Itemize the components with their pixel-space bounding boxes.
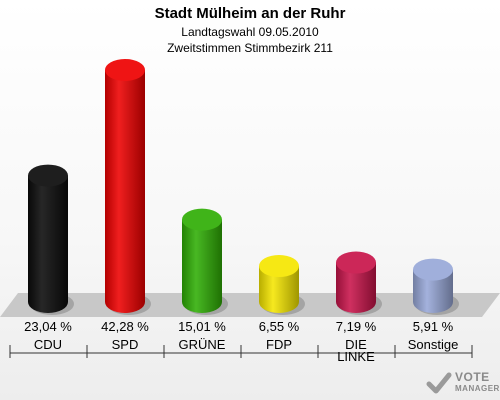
category-label-die-linke-line2: LINKE	[337, 349, 375, 364]
category-label-cdu: CDU	[34, 337, 62, 352]
bar-cdu	[28, 164, 74, 315]
bar-top	[182, 208, 222, 231]
value-label-grüne: 15,01 %	[178, 319, 226, 334]
chart-subtitle-election: Landtagswahl 09.05.2010	[181, 25, 319, 39]
bar-spd	[105, 59, 151, 315]
bar-top	[105, 59, 145, 81]
bar-body	[336, 262, 376, 313]
bar-top	[28, 164, 68, 187]
chart-subtitle-district: Zweitstimmen Stimmbezirk 211	[167, 41, 333, 55]
category-label-die-linke-line1: DIE	[345, 337, 367, 352]
chart-title: Stadt Mülheim an der Ruhr	[154, 5, 346, 22]
category-label-fdp: FDP	[266, 337, 292, 352]
bar-top	[336, 251, 376, 274]
category-label-grüne: GRÜNE	[179, 337, 226, 352]
bar-grüne	[182, 208, 228, 315]
bar-sonstige	[413, 258, 459, 315]
category-label-spd: SPD	[112, 337, 139, 352]
category-label-sonstige: Sonstige	[408, 337, 459, 352]
bar-body	[105, 70, 145, 313]
bar-body	[182, 219, 222, 313]
bar-body	[413, 269, 453, 313]
bar-top	[259, 255, 299, 278]
bar-body	[259, 266, 299, 313]
checkmark-icon	[426, 372, 452, 394]
value-label-die-linke: 7,19 %	[336, 319, 377, 334]
vote-manager-logo: VOTE MANAGER	[425, 368, 500, 400]
value-label-cdu: 23,04 %	[24, 319, 72, 334]
logo-text-vote: VOTE	[455, 370, 490, 384]
category-axis	[9, 345, 473, 358]
bar-fdp	[259, 255, 305, 315]
value-label-fdp: 6,55 %	[259, 319, 300, 334]
value-label-spd: 42,28 %	[101, 319, 149, 334]
bar-body	[28, 175, 68, 313]
logo-text-manager: MANAGER	[455, 384, 500, 393]
bar-top	[413, 258, 453, 281]
bar-die-linke	[336, 251, 382, 315]
value-label-sonstige: 5,91 %	[413, 319, 454, 334]
